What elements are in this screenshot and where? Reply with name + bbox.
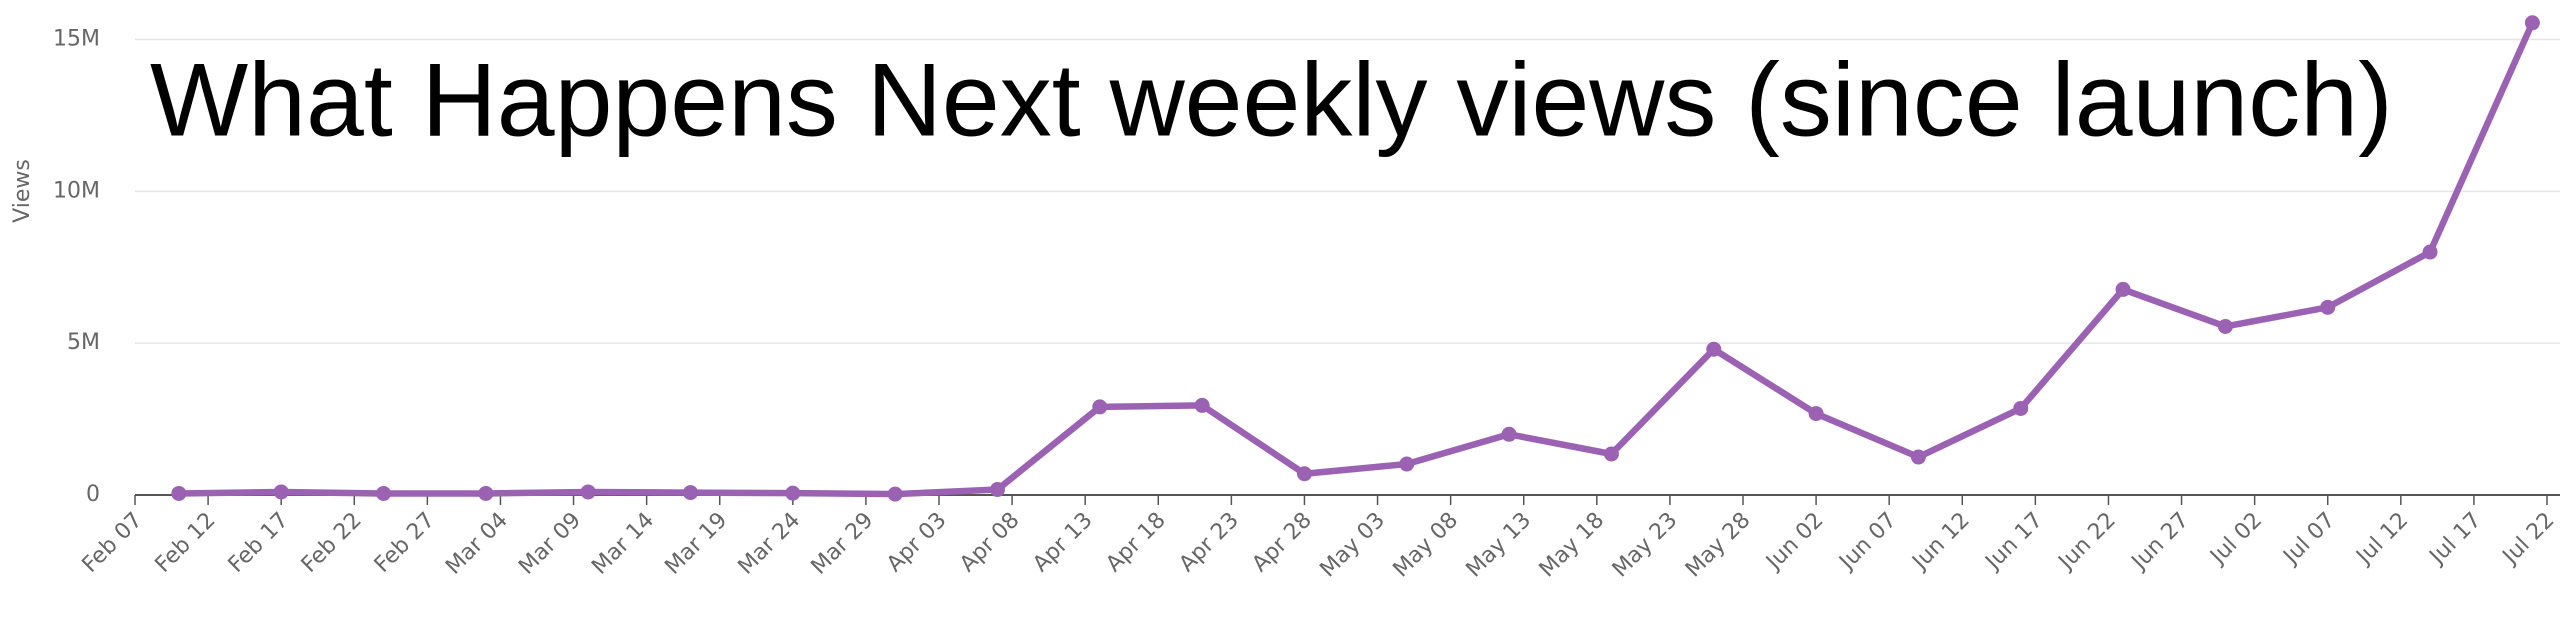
x-tick-label: Apr 03 bbox=[882, 508, 951, 577]
x-tick-label: Jul 22 bbox=[2497, 508, 2560, 571]
point bbox=[1296, 466, 1312, 482]
point bbox=[785, 485, 801, 501]
x-tick-label: Jul 02 bbox=[2205, 508, 2268, 571]
x-tick-label: May 28 bbox=[1681, 508, 1756, 583]
point bbox=[478, 485, 494, 501]
y-tick-label: 15M bbox=[53, 26, 100, 51]
x-tick-label: Apr 23 bbox=[1175, 508, 1244, 577]
point bbox=[1092, 399, 1108, 415]
point bbox=[1808, 406, 1824, 422]
x-tick-label: Mar 09 bbox=[514, 508, 586, 580]
point bbox=[2013, 400, 2029, 416]
x-tick-label: Mar 24 bbox=[734, 508, 806, 580]
point bbox=[273, 484, 289, 500]
point bbox=[1603, 446, 1619, 462]
x-tick-label: May 18 bbox=[1535, 508, 1610, 583]
x-tick-label: Jun 17 bbox=[1980, 508, 2048, 576]
point bbox=[171, 485, 187, 501]
line bbox=[178, 21, 2536, 498]
x-tick-label: Feb 07 bbox=[78, 508, 148, 578]
x-tick-label: May 03 bbox=[1315, 508, 1390, 583]
y-tick-label: 10M bbox=[53, 178, 100, 203]
y-axis-label: Views bbox=[10, 159, 35, 223]
x-tick-label: Mar 19 bbox=[660, 508, 732, 580]
point bbox=[887, 486, 903, 502]
point bbox=[1194, 397, 1210, 413]
point bbox=[1399, 456, 1415, 472]
point bbox=[376, 485, 392, 501]
point bbox=[2217, 318, 2233, 334]
x-tick-label: Feb 12 bbox=[151, 508, 221, 578]
x-tick-label: Jul 12 bbox=[2351, 508, 2414, 571]
point bbox=[1501, 426, 1517, 442]
x-tick-label: Mar 29 bbox=[807, 508, 879, 580]
x-tick-label: Apr 08 bbox=[955, 508, 1024, 577]
point bbox=[2320, 299, 2336, 315]
point bbox=[580, 484, 596, 500]
point bbox=[1706, 341, 1722, 357]
x-tick-label: May 08 bbox=[1389, 508, 1464, 583]
x-tick-label: Jun 27 bbox=[2126, 508, 2194, 576]
x-tick-label: Jun 07 bbox=[1834, 508, 1902, 576]
x-tick-label: Feb 22 bbox=[297, 508, 367, 578]
x-tick-label: Mar 14 bbox=[587, 508, 659, 580]
x-tick-label: Jun 02 bbox=[1760, 508, 1828, 576]
point bbox=[1910, 449, 1926, 465]
point bbox=[2422, 244, 2438, 260]
point bbox=[2115, 281, 2131, 297]
point bbox=[989, 482, 1005, 498]
point bbox=[682, 485, 698, 501]
x-tick-label: Apr 13 bbox=[1028, 508, 1097, 577]
x-tick-label: Apr 28 bbox=[1248, 508, 1317, 577]
x-tick-label: Jul 17 bbox=[2424, 508, 2487, 571]
y-tick-label: 0 bbox=[86, 482, 100, 507]
chart-title: What Happens Next weekly views (since la… bbox=[150, 42, 2393, 158]
x-tick-label: Apr 18 bbox=[1101, 508, 1170, 577]
x-tick-label: Feb 17 bbox=[224, 508, 294, 578]
x-tick-label: May 23 bbox=[1608, 508, 1683, 583]
x-tick-label: Jun 22 bbox=[2053, 508, 2121, 576]
x-tick-label: Jun 12 bbox=[1907, 508, 1975, 576]
point bbox=[2524, 15, 2540, 31]
x-tick-label: Mar 04 bbox=[441, 508, 513, 580]
x-tick-label: Feb 27 bbox=[370, 508, 440, 578]
x-tick-label: May 13 bbox=[1462, 508, 1537, 583]
x-tick-label: Jul 07 bbox=[2278, 508, 2341, 571]
y-tick-label: 5M bbox=[67, 330, 100, 355]
